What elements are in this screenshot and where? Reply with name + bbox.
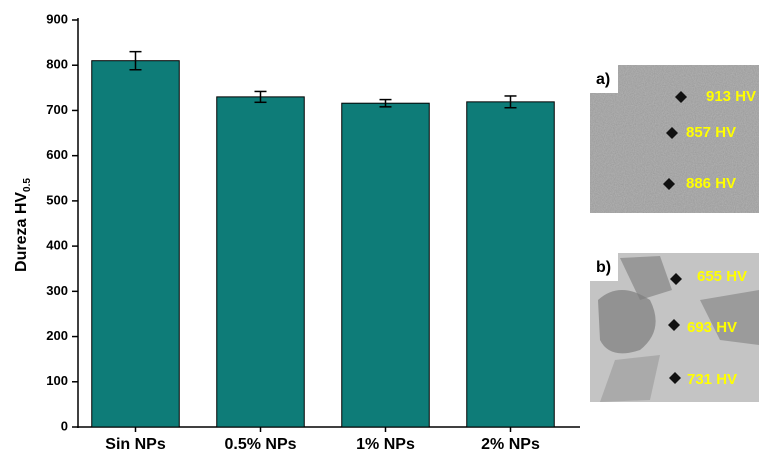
y-tick-label: 700 xyxy=(46,102,68,117)
hardness-annotation: 655 HV xyxy=(697,268,747,285)
bar xyxy=(217,97,305,427)
figure: Dureza HV0.5 0 100 200 300 400 500 600 700 800 90… xyxy=(0,0,759,459)
inset-label: b) xyxy=(596,259,611,276)
y-tick-label: 400 xyxy=(46,238,68,253)
y-tick-label: 600 xyxy=(46,147,68,162)
y-tick-label: 800 xyxy=(46,57,68,72)
y-tick-label: 100 xyxy=(46,373,68,388)
x-tick-label: 1% NPs xyxy=(356,436,415,453)
bar xyxy=(92,61,180,427)
x-tick-label: 2% NPs xyxy=(481,436,540,453)
y-tick-label: 900 xyxy=(46,11,68,26)
hardness-annotation: 913 HV xyxy=(706,88,756,105)
y-tick-label: 0 xyxy=(61,418,68,433)
y-tick-label: 300 xyxy=(46,283,68,298)
hardness-annotation: 886 HV xyxy=(686,175,736,192)
bar xyxy=(342,103,430,427)
y-tick-label: 200 xyxy=(46,328,68,343)
y-axis-label: Dureza HV0.5 xyxy=(13,178,32,272)
x-tick-label: 0.5% NPs xyxy=(224,436,296,453)
inset-label: a) xyxy=(596,71,610,88)
hardness-annotation: 693 HV xyxy=(687,319,737,336)
y-tick-label: 500 xyxy=(46,192,68,207)
hardness-annotation: 731 HV xyxy=(687,371,737,388)
hardness-annotation: 857 HV xyxy=(686,124,736,141)
bar xyxy=(467,102,555,427)
x-tick-label: Sin NPs xyxy=(105,436,166,453)
